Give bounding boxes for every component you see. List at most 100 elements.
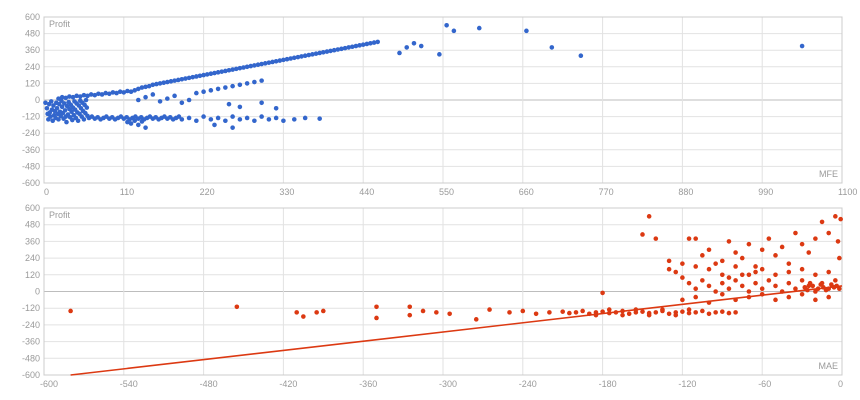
data-point: [259, 61, 264, 67]
data-point: [136, 122, 141, 128]
data-point: [646, 312, 652, 318]
data-point: [606, 307, 612, 312]
data-point: [244, 81, 250, 86]
data-point: [328, 48, 333, 54]
data-point: [146, 83, 152, 89]
data-point: [291, 55, 297, 61]
y-tick-label: -240: [22, 320, 40, 330]
data-point: [331, 47, 337, 53]
x-axis-label: MFE: [819, 169, 838, 179]
data-point: [700, 253, 705, 258]
y-tick-label: -480: [22, 161, 40, 171]
data-point: [666, 311, 672, 317]
data-point: [75, 118, 81, 124]
data-point: [219, 69, 225, 74]
data-point: [302, 53, 308, 59]
data-point: [51, 103, 56, 108]
y-tick-label: 480: [25, 220, 40, 230]
data-point: [799, 291, 805, 297]
data-point: [813, 297, 818, 303]
data-point: [201, 114, 206, 119]
data-point: [68, 308, 73, 314]
x-tick-label: 880: [678, 187, 693, 197]
data-point: [567, 310, 572, 316]
data-point: [125, 119, 130, 125]
x-tick-label: -540: [120, 379, 138, 389]
y-tick-label: 0: [35, 287, 40, 297]
data-point: [759, 266, 765, 272]
data-point: [43, 100, 48, 106]
x-tick-label: -600: [40, 379, 58, 389]
y-tick-label: -120: [22, 303, 40, 313]
data-point: [350, 44, 355, 50]
data-point: [259, 114, 264, 119]
data-point: [186, 115, 192, 121]
data-point: [806, 250, 812, 255]
data-point: [317, 116, 322, 121]
x-tick-label: -480: [200, 379, 218, 389]
data-point: [186, 97, 192, 103]
data-point: [139, 85, 145, 90]
data-point: [281, 118, 286, 124]
data-point: [56, 117, 61, 122]
scatter-chart-profit-vs-mfe: 600 480 360 240 120 0 -120 -240 -360 -480 -600 0 110…: [22, 12, 857, 197]
x-tick-label: 770: [599, 187, 614, 197]
data-point: [262, 61, 268, 66]
data-point: [357, 43, 362, 48]
data-point: [819, 219, 825, 225]
data-point: [204, 72, 210, 77]
x-tick-label: 0: [838, 379, 843, 389]
data-point: [99, 92, 105, 97]
data-point: [346, 45, 351, 50]
data-point: [773, 283, 778, 289]
data-point: [407, 312, 413, 318]
data-point: [826, 294, 831, 300]
data-point: [826, 230, 831, 236]
data-point: [693, 264, 698, 269]
data-point: [626, 311, 632, 317]
data-point: [273, 115, 279, 121]
data-point: [201, 72, 206, 78]
data-point: [128, 121, 134, 126]
y-tick-label: -240: [22, 128, 40, 138]
y-tick-label: -600: [22, 370, 40, 380]
data-point: [733, 264, 738, 269]
data-point: [680, 261, 685, 266]
data-point: [739, 283, 745, 289]
data-point: [686, 307, 692, 312]
data-point: [633, 307, 639, 312]
x-tick-label: 550: [439, 187, 454, 197]
data-point: [739, 272, 745, 278]
data-point: [833, 278, 838, 283]
x-tick-label: 660: [519, 187, 534, 197]
data-point: [693, 236, 698, 241]
data-point: [368, 40, 373, 46]
data-point: [110, 90, 116, 95]
data-point: [301, 314, 306, 319]
data-point: [157, 99, 163, 104]
data-point: [813, 272, 818, 278]
data-point: [815, 286, 821, 292]
data-point: [259, 100, 264, 106]
data-point: [733, 297, 738, 303]
data-point: [59, 104, 65, 110]
data-point: [799, 241, 805, 247]
data-point: [646, 214, 652, 219]
data-point: [48, 114, 53, 119]
data-point: [321, 308, 326, 314]
data-point: [230, 125, 235, 130]
x-tick-label: 0: [44, 187, 49, 197]
data-point: [342, 45, 348, 51]
y-tick-label: 0: [35, 95, 40, 105]
data-point: [266, 60, 272, 65]
data-point: [837, 255, 842, 261]
data-point: [194, 118, 199, 124]
data-point: [360, 42, 366, 47]
data-point: [83, 97, 89, 103]
data-point: [793, 286, 798, 292]
data-point: [706, 283, 712, 289]
data-point: [753, 280, 758, 286]
data-point: [640, 309, 645, 314]
data-point: [726, 310, 732, 316]
